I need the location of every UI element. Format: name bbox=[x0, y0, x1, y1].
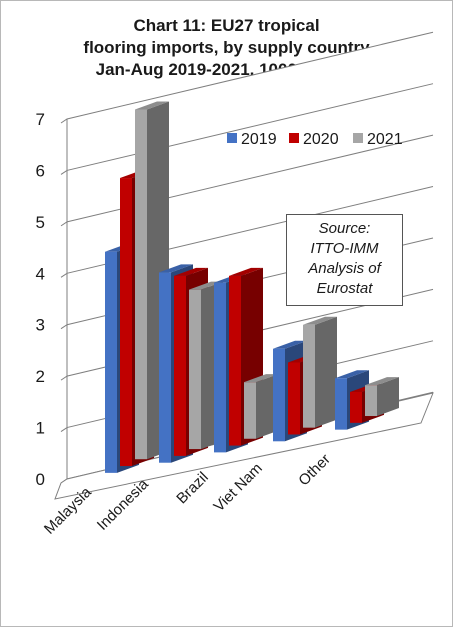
y-tick-label: 7 bbox=[36, 110, 45, 129]
bars bbox=[105, 101, 399, 473]
legend-swatch bbox=[289, 133, 299, 143]
legend-label: 2020 bbox=[303, 131, 339, 148]
bar-viet-nam-2021 bbox=[303, 316, 337, 428]
y-tick-label: 1 bbox=[36, 419, 45, 438]
source-line-3: Analysis of bbox=[308, 260, 381, 277]
x-tick-label: Other bbox=[295, 451, 334, 490]
bar-malaysia-2021 bbox=[135, 101, 169, 460]
legend-label: 2021 bbox=[367, 131, 403, 148]
chart-title-line-2: flooring imports, by supply country bbox=[83, 38, 370, 57]
y-axis: 0 1 2 3 4 5 6 7 bbox=[36, 110, 45, 489]
x-tick-label: Brazil bbox=[173, 469, 212, 508]
chart-title-line-1: Chart 11: EU27 tropical bbox=[133, 16, 320, 35]
source-annotation: Source: ITTO-IMM Analysis of Eurostat bbox=[286, 214, 403, 306]
chart-title: Chart 11: EU27 tropical flooring imports… bbox=[21, 15, 432, 81]
bar-other-2021 bbox=[365, 377, 399, 417]
legend-label: 2019 bbox=[241, 131, 277, 148]
y-tick-label: 3 bbox=[36, 316, 45, 335]
legend: 2019 2020 2021 bbox=[227, 131, 403, 148]
y-tick-label: 6 bbox=[36, 161, 45, 180]
y-tick-label: 5 bbox=[36, 213, 45, 232]
source-line-4: Eurostat bbox=[316, 280, 373, 297]
legend-swatch bbox=[227, 133, 237, 143]
y-tick-label: 2 bbox=[36, 367, 45, 386]
y-tick-label: 4 bbox=[36, 264, 45, 283]
y-tick-label: 0 bbox=[36, 470, 45, 489]
bar-brazil-2021 bbox=[244, 374, 278, 439]
legend-swatch bbox=[353, 133, 363, 143]
source-line-2: ITTO-IMM bbox=[310, 240, 379, 257]
source-line-1: Source: bbox=[318, 220, 371, 237]
x-tick-label: Viet Nam bbox=[210, 460, 265, 515]
